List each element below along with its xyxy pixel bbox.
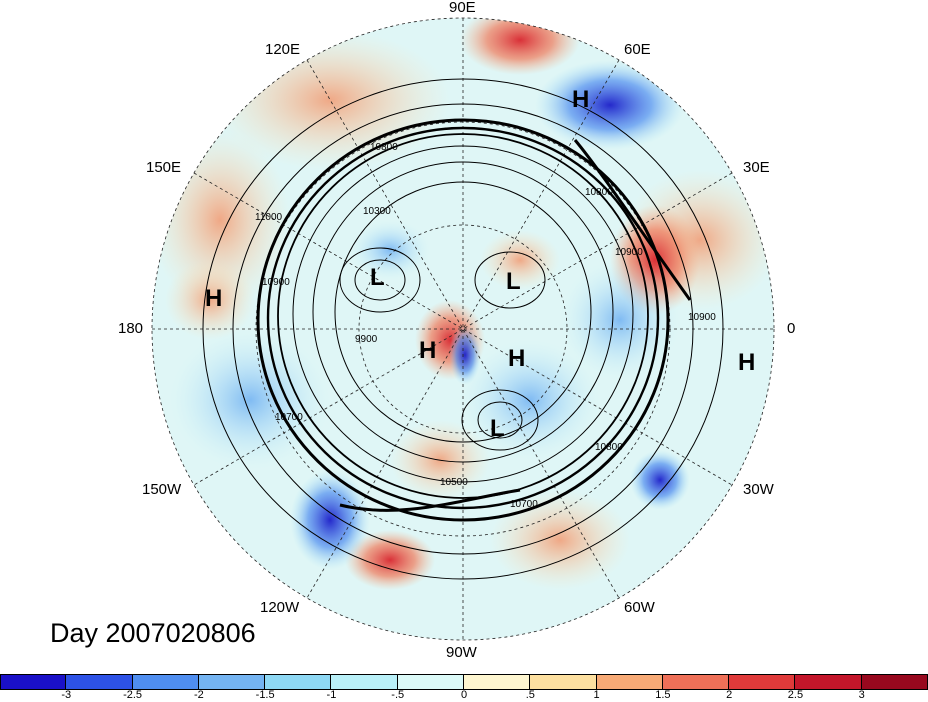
contour-label: 11000	[255, 212, 283, 223]
lon-label-180: 180	[118, 320, 144, 337]
colorbar-cell	[198, 674, 266, 690]
lon-label-60e: 60E	[624, 41, 651, 58]
high-marker: H	[419, 337, 436, 364]
colorbar-cell	[397, 674, 464, 690]
lon-label-60w: 60W	[624, 599, 655, 616]
colorbar-cell	[464, 674, 531, 690]
contour-label: 10800	[595, 442, 623, 453]
high-marker: H	[738, 349, 755, 376]
pressure-system-group: H L L H H L H H	[205, 86, 755, 442]
colorbar-cell	[530, 674, 597, 690]
lon-label-120w: 120W	[260, 599, 300, 616]
colorbar-cell	[0, 674, 67, 690]
contour-label: 10900	[262, 277, 290, 288]
colorbar	[0, 674, 928, 690]
contour-label: 10700	[275, 412, 303, 423]
colorbar-tick-label: -.5	[391, 689, 405, 701]
lon-label-30w: 30W	[743, 481, 774, 498]
contour-label: 10800	[585, 187, 613, 198]
colorbar-tick-label: 3	[858, 689, 865, 701]
colorbar-tick-label: 1.5	[655, 689, 671, 701]
lon-label-30e: 30E	[743, 159, 770, 176]
lon-label-150e: 150E	[146, 159, 182, 176]
colorbar-cell	[729, 674, 796, 690]
high-marker: H	[572, 86, 589, 113]
high-marker: H	[205, 285, 222, 312]
colorbar-cell	[132, 674, 199, 690]
colorbar-tick-label: .5	[525, 689, 535, 701]
contour-label: 10300	[363, 206, 391, 217]
lon-label-0: 0	[787, 320, 796, 337]
lon-label-90e: 90E	[449, 0, 476, 16]
colorbar-cell	[596, 674, 663, 690]
colorbar-tick-label: 2	[726, 689, 733, 701]
colorbar-cell	[66, 674, 133, 690]
contour-label: 10800	[370, 142, 398, 153]
contour-label: 10500	[440, 477, 468, 488]
colorbar-tick-label: -1	[326, 689, 337, 701]
contour-label: 10700	[510, 499, 538, 510]
colorbar-tick-label: -2.5	[123, 689, 143, 701]
polar-map: 10800 10300 10900 11000 9900 10700 10500…	[151, 17, 775, 641]
colorbar-frame	[0, 674, 928, 690]
height-contours	[202, 78, 724, 580]
colorbar-cell	[265, 674, 332, 690]
lon-label-90w: 90W	[446, 644, 477, 661]
colorbar-tick-label: -2	[193, 689, 204, 701]
high-marker: H	[508, 345, 525, 372]
contour-label: 10900	[688, 312, 716, 323]
colorbar-tick-label: 2.5	[787, 689, 804, 701]
low-marker: L	[490, 415, 505, 442]
low-marker: L	[370, 264, 385, 291]
colorbar-cell	[662, 674, 730, 690]
date-title: Day 2007020806	[50, 618, 256, 648]
colorbar-cell	[795, 674, 862, 690]
contour-label: 9900	[355, 334, 378, 345]
colorbar-tick-label: 0	[460, 689, 468, 701]
lon-label-120e: 120E	[265, 41, 301, 58]
colorbar-tick-label: 1	[593, 689, 600, 701]
colorbar-tick-label: -1.5	[255, 689, 275, 701]
contour-label-group: 10800 10300 10900 11000 9900 10700 10500…	[255, 142, 716, 510]
colorbar-tick-label: -3	[61, 689, 72, 701]
colorbar-cell	[331, 674, 398, 690]
contour-label: 10900	[615, 247, 643, 258]
lon-label-150w: 150W	[142, 481, 182, 498]
low-marker: L	[506, 268, 521, 295]
